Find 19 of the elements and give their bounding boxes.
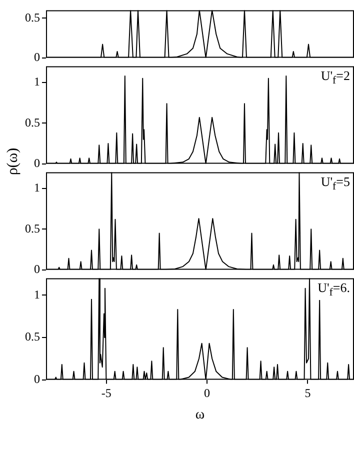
annotation: U'$_{f}$=2 xyxy=(320,68,350,88)
x-tick-label: 0 xyxy=(204,386,210,400)
y-tick-label: 0.5 xyxy=(25,115,40,130)
y-tick-label: 0.5 xyxy=(25,10,40,24)
y-axis-title: ρ(ω) xyxy=(6,147,22,175)
y-tick-label: 0.5 xyxy=(25,221,40,236)
y-tick-label: 1 xyxy=(34,287,40,302)
annotation: U'$_{f}$=5 xyxy=(320,174,350,194)
x-tick-label: 5 xyxy=(304,386,311,400)
y-tick-label: 1 xyxy=(34,74,40,89)
y-tick-label: 0 xyxy=(34,372,40,386)
y-tick-label: 0.5 xyxy=(25,330,40,344)
x-tick-label: -5 xyxy=(101,386,112,400)
y-tick-label: 1 xyxy=(34,180,40,195)
y-tick-label: 0 xyxy=(34,262,40,276)
y-tick-label: 0 xyxy=(34,156,40,170)
annotation: U'$_{f}$=6. xyxy=(318,280,350,300)
y-tick-label: 0 xyxy=(34,50,40,64)
x-axis-title: ω xyxy=(195,407,205,422)
